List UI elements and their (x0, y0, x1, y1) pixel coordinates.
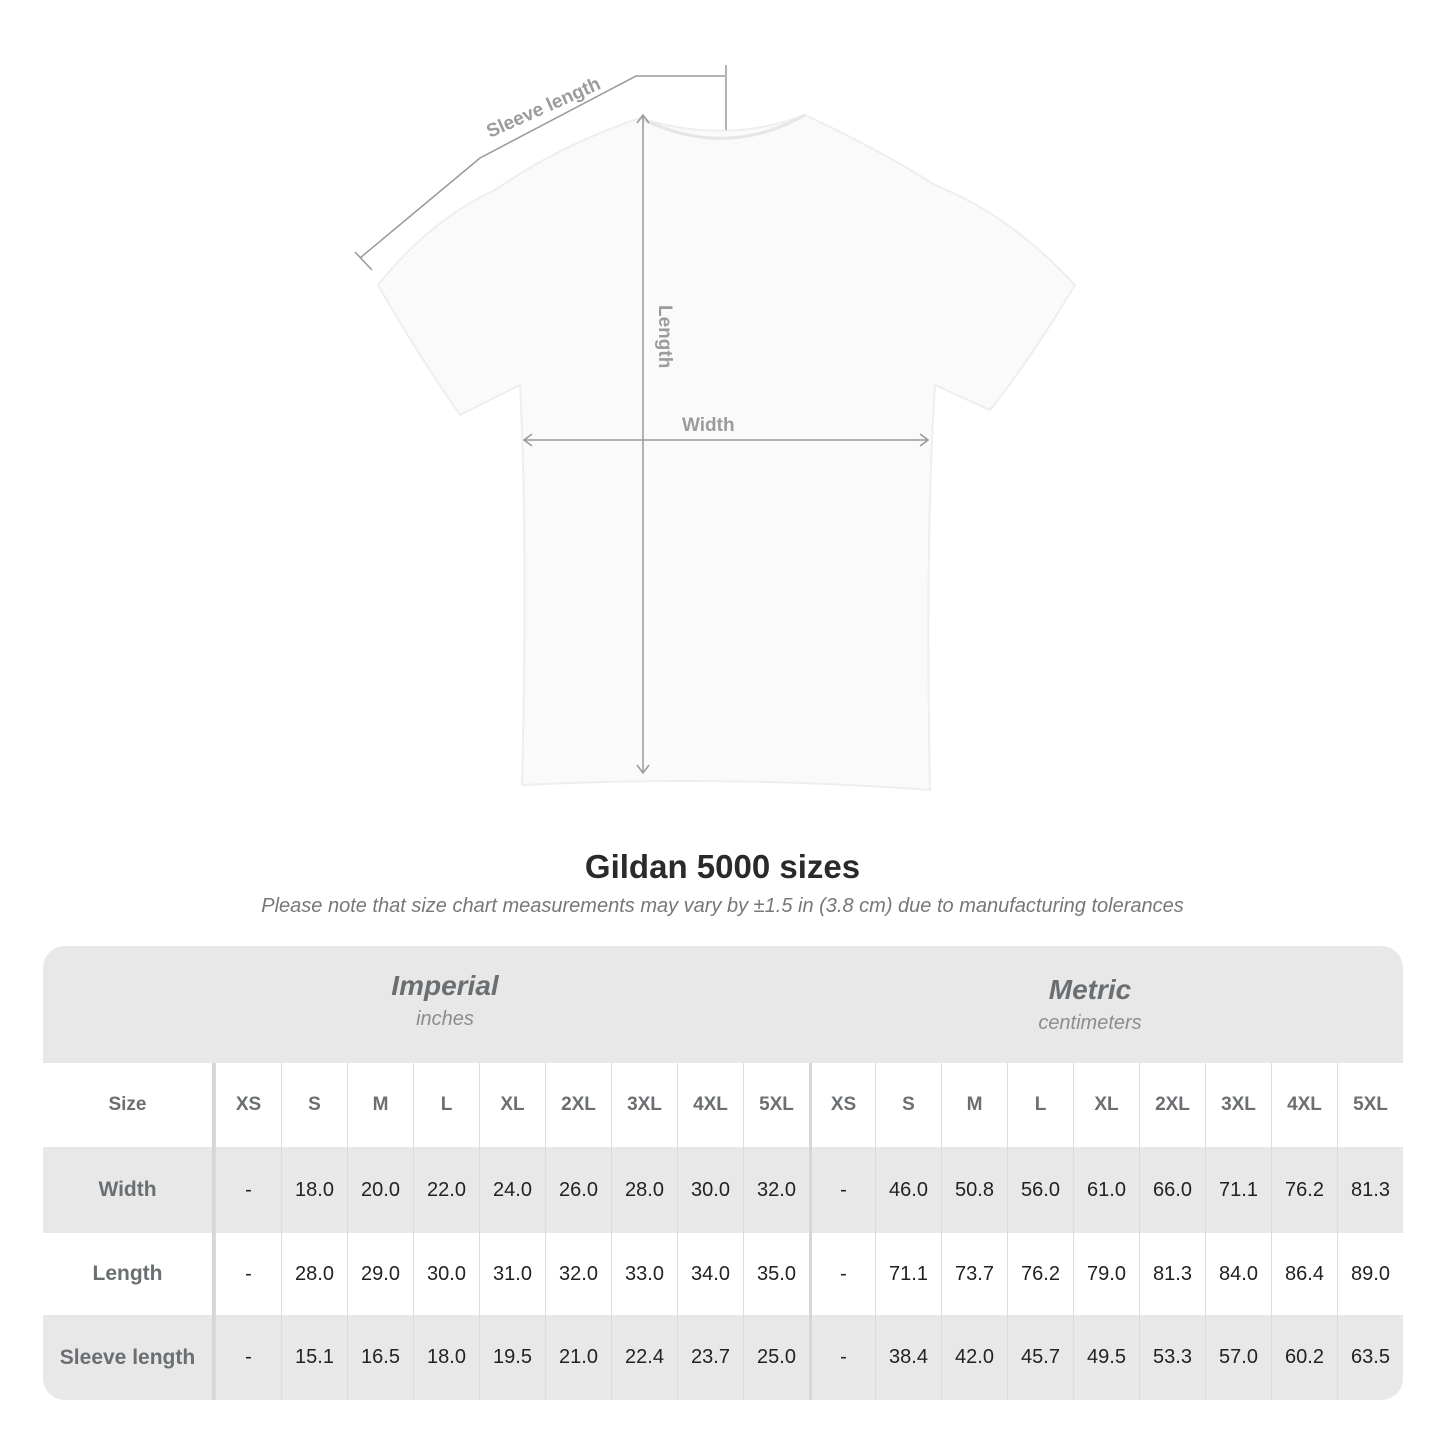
table-row: Sleeve length -15.1 16.5 18.0 19.5 21.0 22.4 23… (43, 1315, 1403, 1400)
imperial-size-xs: XS (215, 1063, 281, 1147)
metric-size-2xl: 2XL (1139, 1063, 1205, 1147)
metric-size-l: L (1007, 1063, 1073, 1147)
metric-header: Metric centimeters (810, 946, 1370, 1063)
width-label: Width (682, 415, 735, 436)
imperial-size-m: M (347, 1063, 413, 1147)
metric-size-s: S (875, 1063, 941, 1147)
imperial-size-s: S (281, 1063, 347, 1147)
metric-value-cell: 76.2 (1007, 1233, 1073, 1315)
length-label: Length (654, 305, 675, 368)
imperial-header: Imperial inches (215, 946, 675, 1063)
metric-value-cell: 50.8 (941, 1147, 1007, 1233)
imperial-value-cell: 34.0 (677, 1233, 743, 1315)
sleeve-length-label: Sleeve length (483, 74, 603, 143)
imperial-value-cell: 25.0 (743, 1315, 809, 1400)
imperial-size-4xl: 4XL (677, 1063, 743, 1147)
row-label: Width (43, 1147, 215, 1233)
metric-value-cell: 71.1 (875, 1233, 941, 1315)
imperial-value-cell: - (215, 1147, 281, 1233)
metric-value-cell: 56.0 (1007, 1147, 1073, 1233)
imperial-value-cell: 21.0 (545, 1315, 611, 1400)
imperial-value-cell: 22.0 (413, 1147, 479, 1233)
imperial-unit: inches (416, 1008, 474, 1030)
table-row: Width -18.0 20.0 22.0 24.0 26.0 28.0 30.0 32.0-4… (43, 1147, 1403, 1233)
metric-value-cell: 57.0 (1205, 1315, 1271, 1400)
row-label: Length (43, 1233, 215, 1315)
metric-value-cell: 60.2 (1271, 1315, 1337, 1400)
tshirt-diagram: Sleeve length Length Width (354, 65, 1077, 792)
metric-value-cell: 42.0 (941, 1315, 1007, 1400)
metric-value-cell: - (809, 1233, 875, 1315)
imperial-value-cell: 28.0 (281, 1233, 347, 1315)
metric-value-cell: - (809, 1147, 875, 1233)
metric-unit: centimeters (1038, 1012, 1142, 1034)
metric-value-cell: 73.7 (941, 1233, 1007, 1315)
imperial-value-cell: 24.0 (479, 1147, 545, 1233)
imperial-title: Imperial (391, 970, 499, 1001)
metric-size-4xl: 4XL (1271, 1063, 1337, 1147)
metric-value-cell: 89.0 (1337, 1233, 1403, 1315)
metric-value-cell: 84.0 (1205, 1233, 1271, 1315)
metric-value-cell: 46.0 (875, 1147, 941, 1233)
metric-value-cell: 45.7 (1007, 1315, 1073, 1400)
metric-size-m: M (941, 1063, 1007, 1147)
tolerance-note: Please note that size chart measurements… (261, 895, 1184, 917)
metric-value-cell: 61.0 (1073, 1147, 1139, 1233)
imperial-value-cell: 32.0 (545, 1233, 611, 1315)
metric-value-cell: 66.0 (1139, 1147, 1205, 1233)
metric-size-3xl: 3XL (1205, 1063, 1271, 1147)
metric-value-cell: 86.4 (1271, 1233, 1337, 1315)
metric-value-cell: 38.4 (875, 1315, 941, 1400)
imperial-size-l: L (413, 1063, 479, 1147)
imperial-value-cell: 18.0 (413, 1315, 479, 1400)
imperial-value-cell: 30.0 (413, 1233, 479, 1315)
metric-value-cell: 49.5 (1073, 1315, 1139, 1400)
imperial-size-xl: XL (479, 1063, 545, 1147)
metric-value-cell: 79.0 (1073, 1233, 1139, 1315)
metric-size-xl: XL (1073, 1063, 1139, 1147)
imperial-size-5xl: 5XL (743, 1063, 809, 1147)
metric-value-cell: 76.2 (1271, 1147, 1337, 1233)
sleeve-measure-line (359, 75, 725, 259)
imperial-value-cell: 33.0 (611, 1233, 677, 1315)
size-table: Imperial inches Metric centimeters Size X… (43, 946, 1403, 1400)
imperial-value-cell: 30.0 (677, 1147, 743, 1233)
imperial-value-cell: 18.0 (281, 1147, 347, 1233)
metric-value-cell: 63.5 (1337, 1315, 1403, 1400)
imperial-value-cell: 15.1 (281, 1315, 347, 1400)
imperial-value-cell: 35.0 (743, 1233, 809, 1315)
metric-value-cell: - (809, 1315, 875, 1400)
metric-size-xs: XS (809, 1063, 875, 1147)
metric-value-cell: 53.3 (1139, 1315, 1205, 1400)
imperial-value-cell: 29.0 (347, 1233, 413, 1315)
page-title: Gildan 5000 sizes (584, 848, 861, 885)
imperial-value-cell: 22.4 (611, 1315, 677, 1400)
imperial-value-cell: 16.5 (347, 1315, 413, 1400)
imperial-value-cell: - (215, 1315, 281, 1400)
imperial-value-cell: 26.0 (545, 1147, 611, 1233)
imperial-value-cell: 20.0 (347, 1147, 413, 1233)
metric-value-cell: 81.3 (1139, 1233, 1205, 1315)
size-header: Size (43, 1063, 215, 1147)
imperial-value-cell: 32.0 (743, 1147, 809, 1233)
imperial-size-3xl: 3XL (611, 1063, 677, 1147)
row-label: Sleeve length (43, 1315, 215, 1400)
imperial-size-2xl: 2XL (545, 1063, 611, 1147)
tshirt-image (376, 113, 1077, 792)
metric-title: Metric (1048, 974, 1132, 1005)
size-row: Size XS S M L XL 2XL 3XL 4XL 5XL XS S M L XL 2XL 3XL 4XL 5… (43, 1063, 1403, 1147)
imperial-value-cell: - (215, 1233, 281, 1315)
metric-size-5xl: 5XL (1337, 1063, 1403, 1147)
imperial-value-cell: 28.0 (611, 1147, 677, 1233)
imperial-value-cell: 31.0 (479, 1233, 545, 1315)
imperial-value-cell: 19.5 (479, 1315, 545, 1400)
metric-value-cell: 81.3 (1337, 1147, 1403, 1233)
table-row: Length -28.0 29.0 30.0 31.0 32.0 33.0 34.0 35.0-… (43, 1233, 1403, 1315)
metric-value-cell: 71.1 (1205, 1147, 1271, 1233)
imperial-value-cell: 23.7 (677, 1315, 743, 1400)
